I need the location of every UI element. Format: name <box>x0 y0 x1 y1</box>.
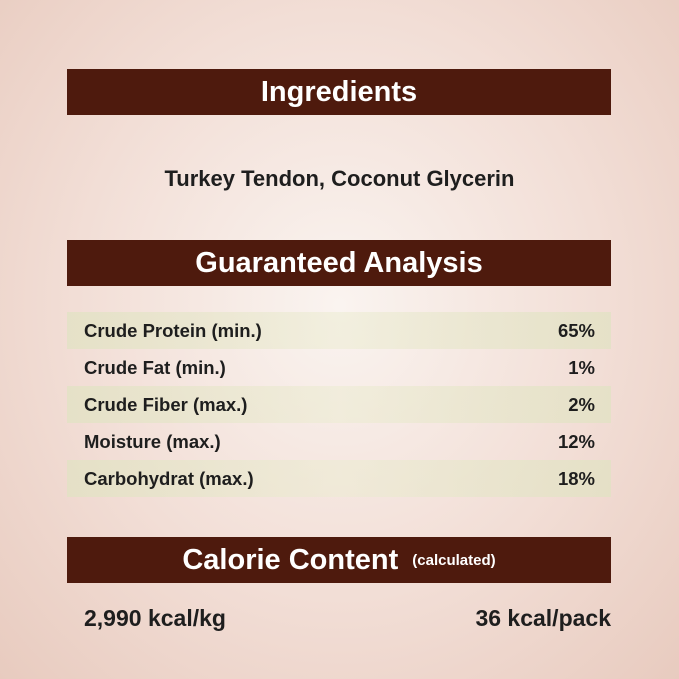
row-label: Crude Fat (min.) <box>84 356 226 378</box>
analysis-row: Crude Fat (min.) 1% <box>67 349 611 386</box>
analysis-banner: Guaranteed Analysis <box>67 240 611 286</box>
calorie-note: (calculated) <box>412 552 496 570</box>
row-label: Crude Protein (min.) <box>84 319 262 341</box>
ingredients-text: Turkey Tendon, Coconut Glycerin <box>164 166 515 191</box>
ingredients-banner: Ingredients <box>67 69 611 115</box>
analysis-row: Moisture (max.) 12% <box>67 423 611 460</box>
analysis-row: Crude Protein (min.) 65% <box>67 312 611 349</box>
row-label: Carbohydrat (max.) <box>84 467 254 489</box>
calories-per-kg: 2,990 kcal/kg <box>84 605 226 631</box>
analysis-row: Crude Fiber (max.) 2% <box>67 386 611 423</box>
ingredients-title: Ingredients <box>260 76 418 108</box>
analysis-title: Guaranteed Analysis <box>195 247 483 279</box>
row-value: 65% <box>557 319 595 341</box>
row-value: 12% <box>557 430 595 452</box>
row-value: 18% <box>557 467 595 489</box>
calorie-banner: Calorie Content (calculated) <box>67 537 611 583</box>
row-value: 2% <box>568 393 595 415</box>
calorie-title: Calorie Content <box>182 544 399 576</box>
row-value: 1% <box>568 356 595 378</box>
row-label: Moisture (max.) <box>84 430 221 452</box>
row-label: Crude Fiber (max.) <box>84 393 248 415</box>
calories-per-pack: 36 kcal/pack <box>475 605 611 631</box>
analysis-row: Carbohydrat (max.) 18% <box>67 460 611 497</box>
